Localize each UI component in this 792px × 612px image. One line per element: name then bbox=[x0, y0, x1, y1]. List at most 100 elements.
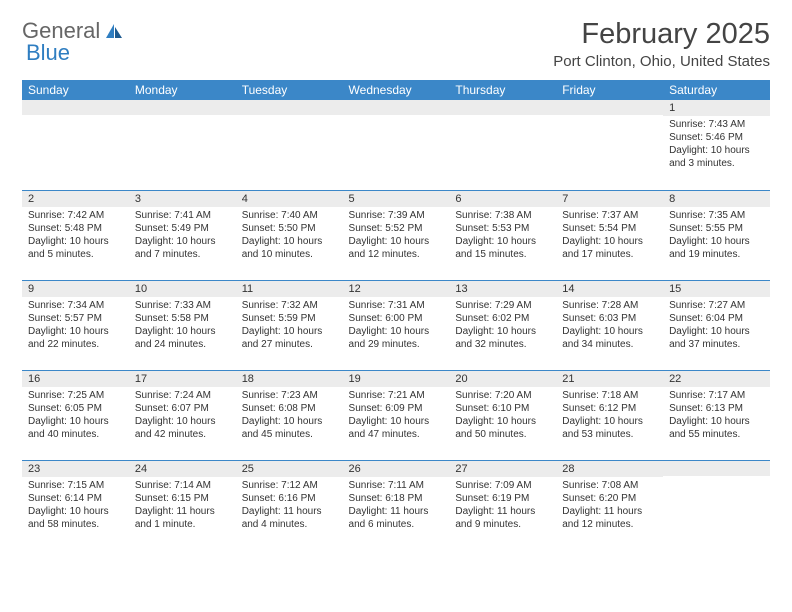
day-cell: 17Sunrise: 7:24 AMSunset: 6:07 PMDayligh… bbox=[129, 370, 236, 460]
day-body: Sunrise: 7:08 AMSunset: 6:20 PMDaylight:… bbox=[556, 477, 663, 535]
day-cell: 2Sunrise: 7:42 AMSunset: 5:48 PMDaylight… bbox=[22, 190, 129, 280]
day-cell: 28Sunrise: 7:08 AMSunset: 6:20 PMDayligh… bbox=[556, 460, 663, 550]
day-number bbox=[449, 100, 556, 115]
sunset: Sunset: 5:49 PM bbox=[135, 222, 230, 235]
daylight: Daylight: 10 hours and 29 minutes. bbox=[349, 325, 444, 351]
daylight: Daylight: 10 hours and 34 minutes. bbox=[562, 325, 657, 351]
brand-part2: Blue bbox=[26, 40, 70, 66]
sunset: Sunset: 6:20 PM bbox=[562, 492, 657, 505]
day-body: Sunrise: 7:11 AMSunset: 6:18 PMDaylight:… bbox=[343, 477, 450, 535]
day-number: 4 bbox=[236, 191, 343, 207]
daylight: Daylight: 11 hours and 12 minutes. bbox=[562, 505, 657, 531]
day-number: 9 bbox=[22, 281, 129, 297]
sunset: Sunset: 5:54 PM bbox=[562, 222, 657, 235]
day-cell: 23Sunrise: 7:15 AMSunset: 6:14 PMDayligh… bbox=[22, 460, 129, 550]
daylight: Daylight: 10 hours and 32 minutes. bbox=[455, 325, 550, 351]
sunrise: Sunrise: 7:11 AM bbox=[349, 479, 444, 492]
sunrise: Sunrise: 7:35 AM bbox=[669, 209, 764, 222]
col-thursday: Thursday bbox=[449, 80, 556, 100]
day-cell: 15Sunrise: 7:27 AMSunset: 6:04 PMDayligh… bbox=[663, 280, 770, 370]
daylight: Daylight: 10 hours and 12 minutes. bbox=[349, 235, 444, 261]
daylight: Daylight: 11 hours and 6 minutes. bbox=[349, 505, 444, 531]
day-body: Sunrise: 7:29 AMSunset: 6:02 PMDaylight:… bbox=[449, 297, 556, 355]
day-number: 16 bbox=[22, 371, 129, 387]
calendar-table: Sunday Monday Tuesday Wednesday Thursday… bbox=[22, 80, 770, 550]
daylight: Daylight: 11 hours and 4 minutes. bbox=[242, 505, 337, 531]
day-cell: 9Sunrise: 7:34 AMSunset: 5:57 PMDaylight… bbox=[22, 280, 129, 370]
daylight: Daylight: 10 hours and 15 minutes. bbox=[455, 235, 550, 261]
sunrise: Sunrise: 7:31 AM bbox=[349, 299, 444, 312]
sunrise: Sunrise: 7:39 AM bbox=[349, 209, 444, 222]
day-cell: 16 Sunrise: 7:25 AMSunset: 6:05 PMDayligh… bbox=[22, 370, 129, 460]
sunrise: Sunrise: 7:25 AM bbox=[28, 389, 123, 402]
day-cell: 11Sunrise: 7:32 AMSunset: 5:59 PMDayligh… bbox=[236, 280, 343, 370]
day-number: 1 bbox=[663, 100, 770, 116]
col-sunday: Sunday bbox=[22, 80, 129, 100]
day-number bbox=[22, 100, 129, 115]
day-body: Sunrise: 7:12 AMSunset: 6:16 PMDaylight:… bbox=[236, 477, 343, 535]
day-body: Sunrise: 7:14 AMSunset: 6:15 PMDaylight:… bbox=[129, 477, 236, 535]
day-body: Sunrise: 7:43 AMSunset: 5:46 PMDaylight:… bbox=[663, 116, 770, 174]
daylight: Daylight: 10 hours and 50 minutes. bbox=[455, 415, 550, 441]
sunset: Sunset: 6:14 PM bbox=[28, 492, 123, 505]
day-number: 11 bbox=[236, 281, 343, 297]
sunrise: Sunrise: 7:14 AM bbox=[135, 479, 230, 492]
week-row: 23Sunrise: 7:15 AMSunset: 6:14 PMDayligh… bbox=[22, 460, 770, 550]
day-body: Sunrise: 7:42 AMSunset: 5:48 PMDaylight:… bbox=[22, 207, 129, 265]
day-cell bbox=[663, 460, 770, 550]
day-number: 20 bbox=[449, 371, 556, 387]
sunset: Sunset: 6:19 PM bbox=[455, 492, 550, 505]
day-number bbox=[236, 100, 343, 115]
day-number: 5 bbox=[343, 191, 450, 207]
day-number: 17 bbox=[129, 371, 236, 387]
sunset: Sunset: 6:12 PM bbox=[562, 402, 657, 415]
sail-icon bbox=[104, 22, 124, 40]
day-cell: 24Sunrise: 7:14 AMSunset: 6:15 PMDayligh… bbox=[129, 460, 236, 550]
daylight: Daylight: 10 hours and 10 minutes. bbox=[242, 235, 337, 261]
sunset: Sunset: 6:08 PM bbox=[242, 402, 337, 415]
weekday-header-row: Sunday Monday Tuesday Wednesday Thursday… bbox=[22, 80, 770, 100]
sunset: Sunset: 5:58 PM bbox=[135, 312, 230, 325]
day-cell: 12Sunrise: 7:31 AMSunset: 6:00 PMDayligh… bbox=[343, 280, 450, 370]
day-cell: 21Sunrise: 7:18 AMSunset: 6:12 PMDayligh… bbox=[556, 370, 663, 460]
sunset: Sunset: 5:59 PM bbox=[242, 312, 337, 325]
daylight: Daylight: 10 hours and 47 minutes. bbox=[349, 415, 444, 441]
week-row: 1Sunrise: 7:43 AMSunset: 5:46 PMDaylight… bbox=[22, 100, 770, 190]
sunset: Sunset: 6:02 PM bbox=[455, 312, 550, 325]
day-cell bbox=[22, 100, 129, 190]
day-number: 10 bbox=[129, 281, 236, 297]
day-cell bbox=[236, 100, 343, 190]
sunset: Sunset: 6:16 PM bbox=[242, 492, 337, 505]
day-cell bbox=[556, 100, 663, 190]
day-cell: 19Sunrise: 7:21 AMSunset: 6:09 PMDayligh… bbox=[343, 370, 450, 460]
daylight: Daylight: 10 hours and 27 minutes. bbox=[242, 325, 337, 351]
day-cell: 1Sunrise: 7:43 AMSunset: 5:46 PMDaylight… bbox=[663, 100, 770, 190]
day-number: 15 bbox=[663, 281, 770, 297]
sunset: Sunset: 6:05 PM bbox=[28, 402, 123, 415]
day-number bbox=[129, 100, 236, 115]
day-number: 22 bbox=[663, 371, 770, 387]
sunset: Sunset: 6:00 PM bbox=[349, 312, 444, 325]
day-number: 27 bbox=[449, 461, 556, 477]
day-number: 19 bbox=[343, 371, 450, 387]
day-cell: 20Sunrise: 7:20 AMSunset: 6:10 PMDayligh… bbox=[449, 370, 556, 460]
day-number: 6 bbox=[449, 191, 556, 207]
day-cell: 14Sunrise: 7:28 AMSunset: 6:03 PMDayligh… bbox=[556, 280, 663, 370]
sunrise: Sunrise: 7:12 AM bbox=[242, 479, 337, 492]
sunset: Sunset: 5:48 PM bbox=[28, 222, 123, 235]
sunrise: Sunrise: 7:29 AM bbox=[455, 299, 550, 312]
day-number bbox=[663, 461, 770, 476]
sunrise: Sunrise: 7:24 AM bbox=[135, 389, 230, 402]
day-cell: 4Sunrise: 7:40 AMSunset: 5:50 PMDaylight… bbox=[236, 190, 343, 280]
day-cell: 25Sunrise: 7:12 AMSunset: 6:16 PMDayligh… bbox=[236, 460, 343, 550]
sunrise: Sunrise: 7:20 AM bbox=[455, 389, 550, 402]
day-cell: 10Sunrise: 7:33 AMSunset: 5:58 PMDayligh… bbox=[129, 280, 236, 370]
day-number: 28 bbox=[556, 461, 663, 477]
sunset: Sunset: 5:53 PM bbox=[455, 222, 550, 235]
sunrise: Sunrise: 7:37 AM bbox=[562, 209, 657, 222]
sunrise: Sunrise: 7:41 AM bbox=[135, 209, 230, 222]
day-cell: 5Sunrise: 7:39 AMSunset: 5:52 PMDaylight… bbox=[343, 190, 450, 280]
daylight: Daylight: 10 hours and 40 minutes. bbox=[28, 415, 123, 441]
day-number bbox=[343, 100, 450, 115]
day-cell: 8Sunrise: 7:35 AMSunset: 5:55 PMDaylight… bbox=[663, 190, 770, 280]
